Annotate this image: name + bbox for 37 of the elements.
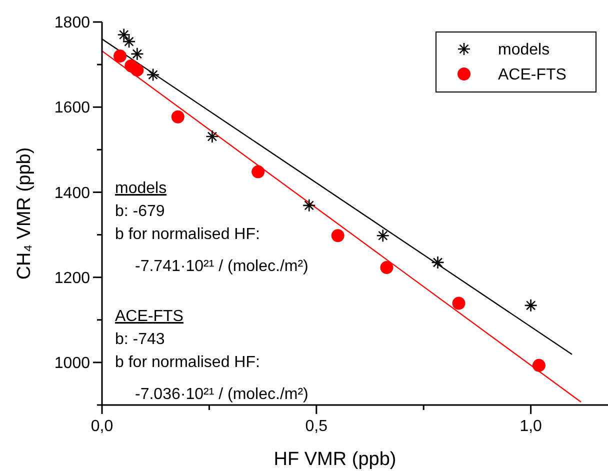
point xyxy=(452,296,466,310)
y-tick-label: 1600 xyxy=(54,100,90,117)
point xyxy=(122,34,136,48)
point xyxy=(146,68,160,82)
annotation: -7.741·10²¹ / (molec./m²) xyxy=(135,258,308,275)
y-tick-label: 1800 xyxy=(54,14,90,32)
point xyxy=(130,47,144,61)
point xyxy=(532,358,546,372)
point xyxy=(524,298,538,312)
point xyxy=(331,229,344,242)
x-axis-title: HF VMR (ppb) xyxy=(274,449,396,470)
point xyxy=(380,261,394,274)
point xyxy=(302,198,316,212)
annotation: ACE-FTS xyxy=(115,308,184,325)
point xyxy=(206,130,219,144)
legend-label: ACE-FTS xyxy=(498,66,566,84)
point xyxy=(117,28,131,42)
y-tick-label: 1200 xyxy=(54,270,90,287)
annotation: -7.036·10²¹ / (molec./m²) xyxy=(135,386,308,403)
point xyxy=(130,64,144,77)
x-tick-label: 0,0 xyxy=(90,418,114,435)
x-tick-label: 1,0 xyxy=(520,418,542,435)
y-axis-title: CH₄ VMR (ppb) xyxy=(14,147,35,280)
x-tick-label: 0,5 xyxy=(305,418,328,435)
annotation: models xyxy=(115,180,167,197)
point xyxy=(171,110,184,124)
point xyxy=(114,50,127,63)
annotation: b for normalised HF: xyxy=(115,354,260,371)
legend-label: models xyxy=(498,42,550,59)
annotation: b: -743 xyxy=(115,331,165,348)
point xyxy=(376,228,390,242)
annotation: b for normalised HF: xyxy=(115,226,260,243)
y-tick-label: 1400 xyxy=(54,184,90,202)
point xyxy=(431,256,444,270)
annotation: b: -679 xyxy=(115,203,165,220)
point xyxy=(252,165,265,178)
y-tick-label: 1000 xyxy=(54,355,90,372)
